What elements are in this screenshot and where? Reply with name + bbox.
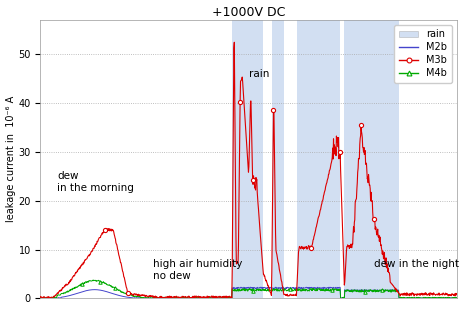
- Title: +1000V DC: +1000V DC: [212, 6, 285, 19]
- Bar: [232, 20, 263, 299]
- Text: rain: rain: [249, 69, 269, 79]
- Bar: [297, 20, 340, 299]
- Legend: rain, M2b, M3b, M4b: rain, M2b, M3b, M4b: [394, 24, 452, 83]
- Text: dew
in the morning: dew in the morning: [57, 171, 134, 193]
- Text: dew in the night: dew in the night: [374, 259, 459, 269]
- Bar: [345, 20, 399, 299]
- Text: high air humidity
no dew: high air humidity no dew: [153, 259, 242, 281]
- Y-axis label: leakage current in  10⁻⁶ A: leakage current in 10⁻⁶ A: [6, 96, 16, 222]
- Bar: [272, 20, 284, 299]
